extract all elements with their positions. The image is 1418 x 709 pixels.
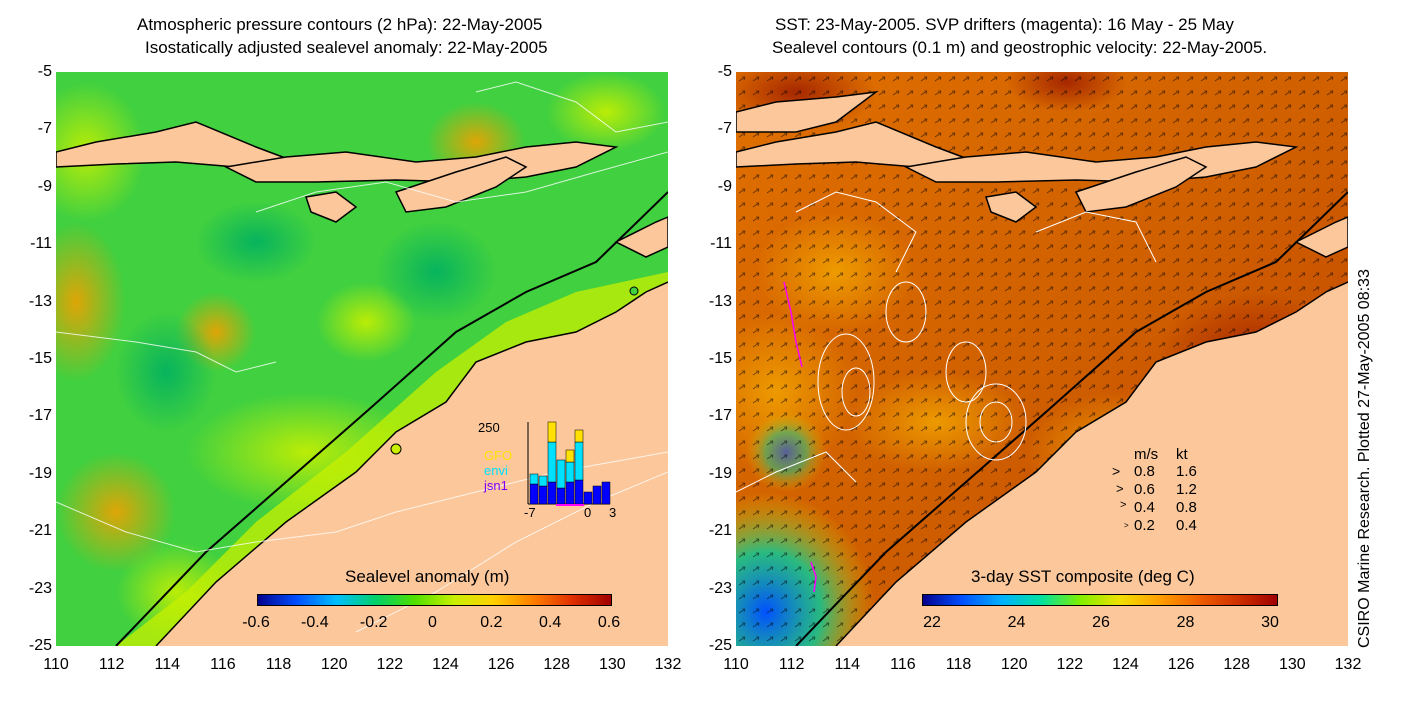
velocity-kt: 1.6 bbox=[1176, 463, 1197, 480]
velocity-kt: 1.2 bbox=[1176, 481, 1197, 498]
inset-y-max: 250 bbox=[478, 420, 500, 435]
right-y-tick: -25 bbox=[708, 637, 732, 654]
left-y-tick: -19 bbox=[28, 464, 52, 482]
sst-colorbar-tick: 30 bbox=[1261, 614, 1279, 631]
sealevel-colorbar-tick: -0.2 bbox=[359, 614, 388, 631]
velocity-legend-header-kt: kt bbox=[1176, 446, 1188, 463]
left-x-tick: 128 bbox=[543, 656, 571, 673]
right-y-tick: -7 bbox=[717, 120, 732, 138]
right-y-tick: -21 bbox=[708, 522, 732, 540]
left-title-line1: Atmospheric pressure contours (2 hPa): 2… bbox=[137, 15, 543, 34]
right-y-tick: -5 bbox=[717, 63, 732, 80]
altimeter-inset: 250 GFO envi jsn1 -7 0 3 bbox=[478, 420, 624, 520]
right-y-tick: -15 bbox=[708, 350, 732, 367]
right-title-line2: Sealevel contours (0.1 m) and geostrophi… bbox=[772, 38, 1268, 57]
sealevel-colorbar-tick: 0.2 bbox=[480, 614, 503, 631]
right-x-tick: 118 bbox=[945, 656, 972, 673]
velocity-arrow-icon: > bbox=[1120, 499, 1127, 511]
velocity-legend-header-ms: m/s bbox=[1134, 446, 1159, 463]
left-y-tick: -11 bbox=[30, 235, 52, 253]
left-x-tick: 116 bbox=[210, 656, 236, 673]
right-x-tick: 132 bbox=[1334, 656, 1362, 673]
sst-map bbox=[736, 72, 1348, 646]
left-x-tick: 118 bbox=[265, 656, 292, 673]
left-x-tick: 124 bbox=[432, 656, 459, 673]
sst-colorbar-tick: 24 bbox=[1007, 614, 1026, 631]
left-x-tick: 130 bbox=[599, 656, 626, 673]
right-y-tick: -17 bbox=[708, 407, 732, 425]
velocity-arrow-icon: > bbox=[1116, 481, 1124, 496]
right-y-tick: -13 bbox=[708, 292, 732, 310]
sealevel-colorbar bbox=[257, 594, 612, 606]
right-x-tick: 114 bbox=[834, 656, 861, 673]
velocity-ms: 0.8 bbox=[1134, 463, 1155, 480]
left-y-tick: -25 bbox=[28, 637, 52, 654]
sst-colorbar bbox=[922, 594, 1278, 606]
velocity-ms: 0.6 bbox=[1134, 481, 1155, 498]
inset-legend-gfo: GFO bbox=[484, 448, 513, 463]
right-title-line1: SST: 23-May-2005. SVP drifters (magenta)… bbox=[775, 15, 1234, 34]
sealevel-colorbar-tick: -0.6 bbox=[242, 614, 270, 631]
sst-colorbar-tick: 26 bbox=[1092, 614, 1110, 631]
right-x-tick: 126 bbox=[1167, 656, 1195, 673]
right-y-tick: -19 bbox=[708, 464, 732, 482]
inset-legend-jsn1: jsn1 bbox=[484, 478, 508, 493]
left-y-tick: -13 bbox=[28, 292, 52, 310]
left-y-tick: -23 bbox=[28, 579, 52, 597]
right-x-tick: 120 bbox=[1000, 656, 1028, 673]
inset-x-tick-min: -7 bbox=[524, 505, 536, 520]
right-x-tick: 116 bbox=[890, 656, 916, 673]
velocity-arrow-icon: > bbox=[1112, 463, 1121, 479]
inset-x-tick-zero: 0 bbox=[584, 505, 592, 520]
left-y-tick: -5 bbox=[37, 63, 52, 80]
sealevel-colorbar-tick: 0.4 bbox=[539, 614, 562, 631]
sealevel-colorbar-tick: 0.6 bbox=[597, 614, 621, 631]
left-x-tick: 110 bbox=[43, 656, 69, 673]
sealevel-colorbar-tick: -0.4 bbox=[301, 614, 329, 631]
right-y-tick: -9 bbox=[717, 177, 732, 195]
left-y-tick: -9 bbox=[37, 177, 52, 195]
sealevel-colorbar-tick: 0 bbox=[428, 614, 437, 631]
left-y-tick: -15 bbox=[28, 350, 52, 367]
left-x-tick: 112 bbox=[98, 656, 125, 673]
velocity-legend: m/s kt > 0.8 1.6 > 0.6 1.2 > 0.4 0.8 > 0… bbox=[1108, 446, 1228, 536]
right-x-tick: 130 bbox=[1279, 656, 1306, 673]
velocity-kt: 0.4 bbox=[1176, 517, 1197, 534]
left-x-tick: 122 bbox=[376, 656, 404, 673]
left-x-tick: 114 bbox=[154, 656, 181, 673]
credit-text: CSIRO Marine Research. Plotted 27-May-20… bbox=[1356, 269, 1373, 648]
left-y-tick: -21 bbox=[28, 522, 52, 540]
left-title-line2: Isostatically adjusted sealevel anomaly:… bbox=[145, 38, 548, 57]
sst-colorbar-tick: 22 bbox=[923, 614, 941, 631]
left-y-tick: -17 bbox=[28, 407, 52, 425]
right-x-tick: 124 bbox=[1112, 656, 1139, 673]
velocity-kt: 0.8 bbox=[1176, 499, 1197, 516]
right-x-tick: 112 bbox=[778, 656, 805, 673]
right-y-tick: -23 bbox=[708, 579, 732, 597]
right-x-tick: 110 bbox=[723, 656, 749, 673]
inset-bars bbox=[527, 421, 611, 506]
velocity-ms: 0.4 bbox=[1134, 499, 1155, 516]
left-x-tick: 126 bbox=[487, 656, 515, 673]
inset-legend-envi: envi bbox=[484, 463, 508, 478]
right-y-tick: -11 bbox=[710, 235, 732, 253]
right-x-tick: 128 bbox=[1223, 656, 1251, 673]
sealevel-anomaly-map bbox=[56, 72, 668, 646]
velocity-arrow-icon: > bbox=[1124, 521, 1129, 530]
sealevel-colorbar-label: Sealevel anomaly (m) bbox=[345, 567, 510, 586]
right-x-tick: 122 bbox=[1056, 656, 1084, 673]
left-x-tick: 132 bbox=[654, 656, 682, 673]
sst-colorbar-label: 3-day SST composite (deg C) bbox=[971, 567, 1195, 586]
inset-x-tick-max: 3 bbox=[609, 505, 617, 520]
velocity-ms: 0.2 bbox=[1134, 517, 1155, 534]
sst-colorbar-tick: 28 bbox=[1176, 614, 1195, 631]
left-x-tick: 120 bbox=[320, 656, 348, 673]
left-y-tick: -7 bbox=[37, 120, 52, 138]
